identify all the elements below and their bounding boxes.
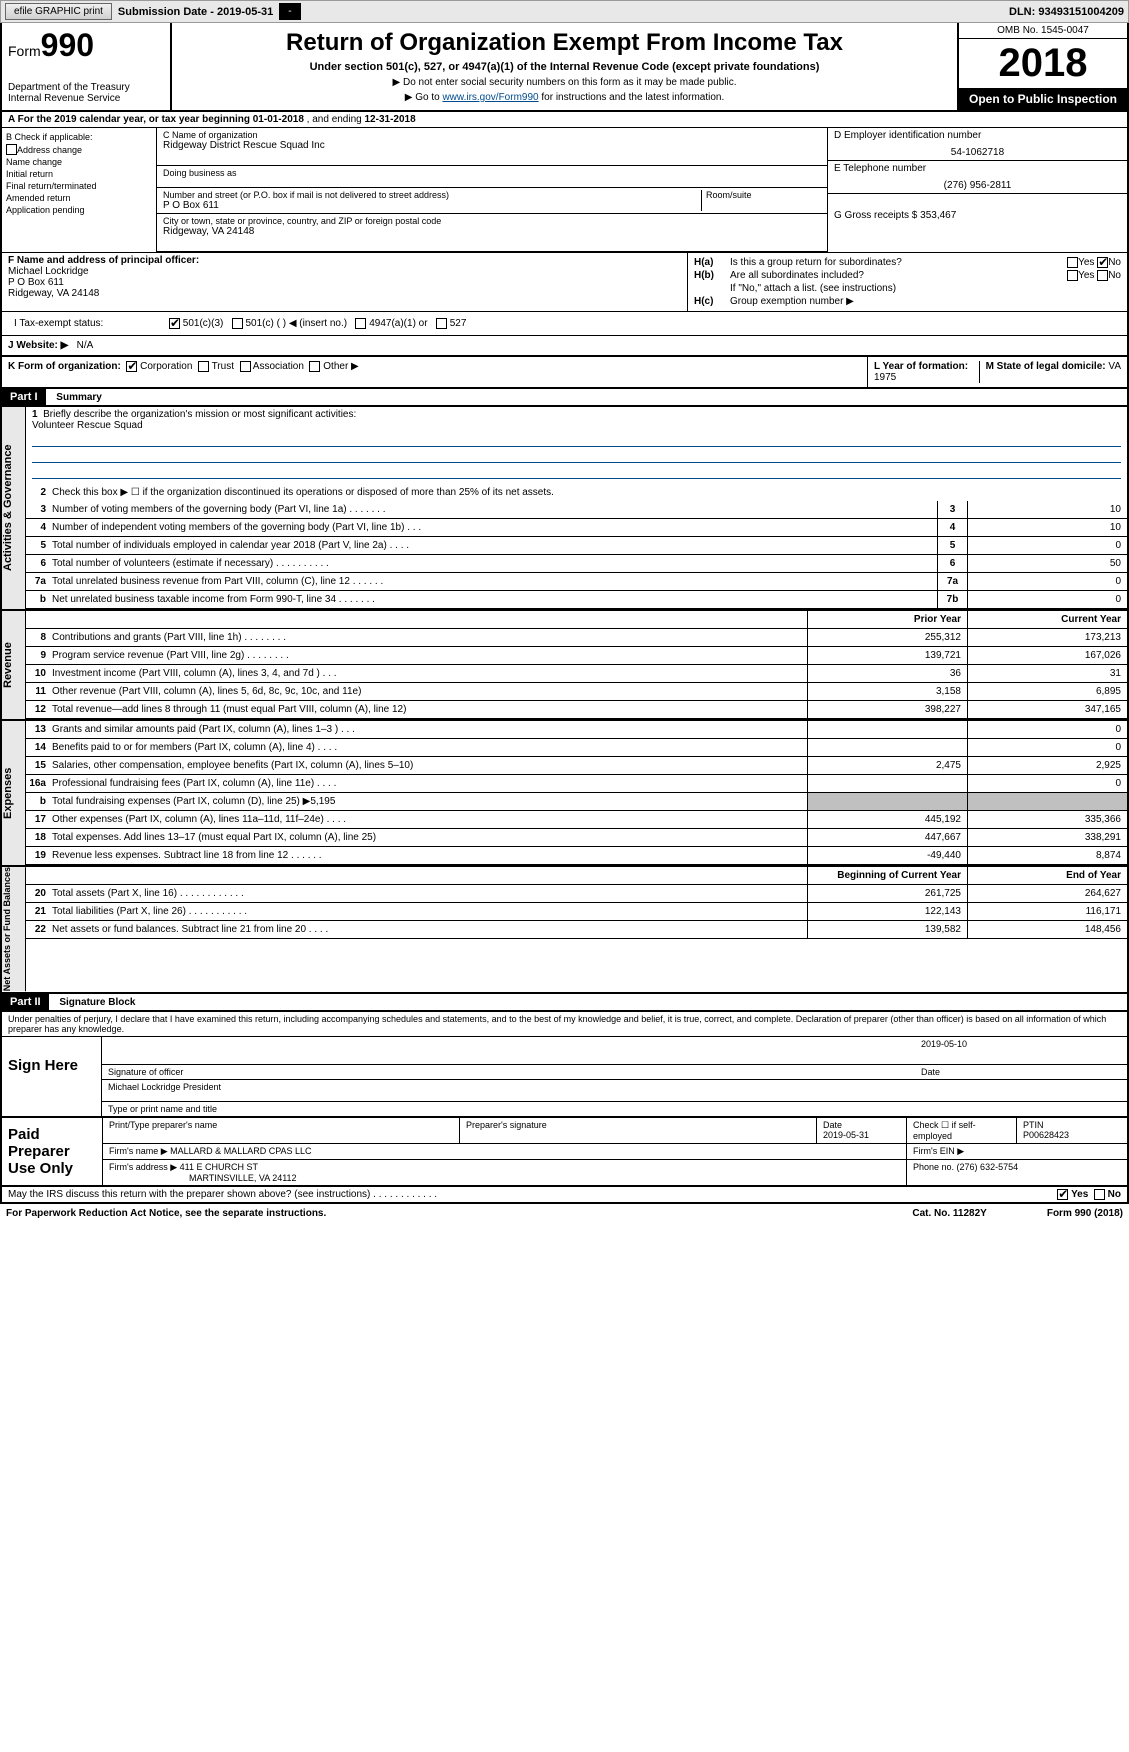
form-note-1: ▶ Do not enter social security numbers o… [178, 77, 951, 88]
top-bar: efile GRAPHIC print Submission Date - 20… [0, 0, 1129, 23]
summary-netassets: Net Assets or Fund Balances Beginning of… [0, 867, 1129, 993]
room-suite: Room/suite [701, 190, 821, 211]
col-b-header: B Check if applicable: [6, 132, 152, 142]
cb-trust[interactable] [198, 361, 209, 372]
summary-activities-governance: Activities & Governance 1 Briefly descri… [0, 407, 1129, 611]
checkbox-address-change[interactable] [6, 144, 17, 155]
form-title: Return of Organization Exempt From Incom… [178, 29, 951, 57]
label-amended: Amended return [6, 193, 71, 203]
city-value: Ridgeway, VA 24148 [163, 226, 821, 237]
c-name-label: C Name of organization [163, 130, 821, 140]
firm-ein: Firm's EIN ▶ [907, 1144, 1127, 1159]
self-employed: Check ☐ if self-employed [907, 1118, 1017, 1143]
cb-assoc[interactable] [240, 361, 251, 372]
dba-label: Doing business as [163, 168, 821, 178]
addr-value: P O Box 611 [163, 200, 701, 211]
label-name-change: Name change [6, 157, 62, 167]
addr-label: Number and street (or P.O. box if mail i… [163, 190, 701, 200]
discuss-yes[interactable] [1057, 1189, 1068, 1200]
block-b-c-d: B Check if applicable: Address change Na… [0, 128, 1129, 252]
line2: Check this box ▶ ☐ if the organization d… [52, 485, 1127, 500]
gross-receipts-value: 353,467 [920, 210, 956, 221]
form-note-2: ▶ Go to www.irs.gov/Form990 for instruct… [178, 92, 951, 103]
label-final-return: Final return/terminated [6, 181, 97, 191]
column-f: F Name and address of principal officer:… [2, 253, 687, 311]
label-pending: Application pending [6, 205, 85, 215]
ein-label: D Employer identification number [834, 130, 1121, 141]
ha-yes[interactable] [1067, 257, 1078, 268]
cb-501c3[interactable] [169, 318, 180, 329]
website-label: J Website: ▶ [8, 340, 68, 351]
form-header: Form990 Department of the Treasury Inter… [0, 23, 1129, 112]
summary-revenue: Revenue Prior YearCurrent Year 8Contribu… [0, 611, 1129, 721]
discuss-row: May the IRS discuss this return with the… [0, 1187, 1129, 1204]
dept-treasury: Department of the Treasury Internal Reve… [8, 82, 164, 104]
name-title-label: Type or print name and title [108, 1104, 217, 1114]
row-k: K Form of organization: Corporation Trus… [0, 357, 1129, 389]
ha-no[interactable] [1097, 257, 1108, 268]
preparer-sig-hdr: Preparer's signature [460, 1118, 817, 1143]
hb-note: If "No," attach a list. (see instruction… [730, 283, 896, 294]
city-label: City or town, state or province, country… [163, 216, 821, 226]
date-label: Date [921, 1067, 1121, 1077]
column-b: B Check if applicable: Address change Na… [2, 128, 157, 252]
part-1-header: Part I Summary [0, 389, 1129, 407]
row-a-tax-year: A For the 2019 calendar year, or tax yea… [0, 112, 1129, 128]
efile-button[interactable]: efile GRAPHIC print [5, 3, 112, 20]
cb-4947[interactable] [355, 318, 366, 329]
website-value: N/A [77, 340, 94, 351]
paid-preparer-label: Paid Preparer Use Only [2, 1118, 102, 1185]
tab-activities-governance: Activities & Governance [2, 407, 26, 609]
ein-value: 54-1062718 [834, 147, 1121, 158]
sign-date: 2019-05-10 [921, 1039, 1121, 1062]
paid-preparer-section: Paid Preparer Use Only Print/Type prepar… [0, 1118, 1129, 1187]
sig-officer-label: Signature of officer [108, 1067, 921, 1077]
summary-expenses: Expenses 13Grants and similar amounts pa… [0, 721, 1129, 867]
hc-text: Group exemption number ▶ [730, 296, 854, 307]
cb-527[interactable] [436, 318, 447, 329]
bottom-row: For Paperwork Reduction Act Notice, see … [0, 1204, 1129, 1223]
column-h: H(a)Is this a group return for subordina… [687, 253, 1127, 311]
row-i-j: I Tax-exempt status: 501(c)(3) 501(c) ( … [0, 312, 1129, 357]
tab-net-assets: Net Assets or Fund Balances [2, 867, 26, 991]
label-initial-return: Initial return [6, 169, 53, 179]
gross-receipts-label: G Gross receipts $ [834, 210, 920, 221]
part-2-header: Part II Signature Block [0, 994, 1129, 1012]
officer-name: Michael Lockridge President [108, 1082, 221, 1099]
column-c: C Name of organizationRidgeway District … [157, 128, 827, 252]
irs-link[interactable]: www.irs.gov/Form990 [442, 92, 538, 103]
tel-label: E Telephone number [834, 163, 1121, 174]
tax-exempt-label: I Tax-exempt status: [8, 314, 163, 333]
preparer-name-hdr: Print/Type preparer's name [103, 1118, 460, 1143]
line1-label: Briefly describe the organization's miss… [43, 409, 356, 420]
form-number: Form990 [8, 27, 164, 64]
org-name: Ridgeway District Rescue Squad Inc [163, 140, 821, 151]
hb-yes[interactable] [1067, 270, 1078, 281]
cb-501c[interactable] [232, 318, 243, 329]
row-f-h: F Name and address of principal officer:… [0, 252, 1129, 312]
omb-number: OMB No. 1545-0047 [959, 23, 1127, 39]
perjury-text: Under penalties of perjury, I declare th… [0, 1012, 1129, 1037]
submission-date-label: Submission Date - 2019-05-31 [118, 6, 273, 18]
line1-value: Volunteer Rescue Squad [32, 420, 143, 431]
sign-here-label: Sign Here [2, 1037, 102, 1116]
cb-other[interactable] [309, 361, 320, 372]
tab-revenue: Revenue [2, 611, 26, 719]
hb-no[interactable] [1097, 270, 1108, 281]
dash-button: - [279, 3, 300, 20]
tel-value: (276) 956-2811 [834, 180, 1121, 191]
cb-corp[interactable] [126, 361, 137, 372]
tab-expenses: Expenses [2, 721, 26, 865]
signature-section: Sign Here 2019-05-10 Signature of office… [0, 1037, 1129, 1118]
open-to-public: Open to Public Inspection [959, 88, 1127, 110]
column-d: D Employer identification number 54-10627… [827, 128, 1127, 252]
dln: DLN: 93493151004209 [1009, 6, 1124, 18]
tax-year: 2018 [959, 39, 1127, 88]
discuss-no[interactable] [1094, 1189, 1105, 1200]
form-subtitle: Under section 501(c), 527, or 4947(a)(1)… [178, 61, 951, 73]
